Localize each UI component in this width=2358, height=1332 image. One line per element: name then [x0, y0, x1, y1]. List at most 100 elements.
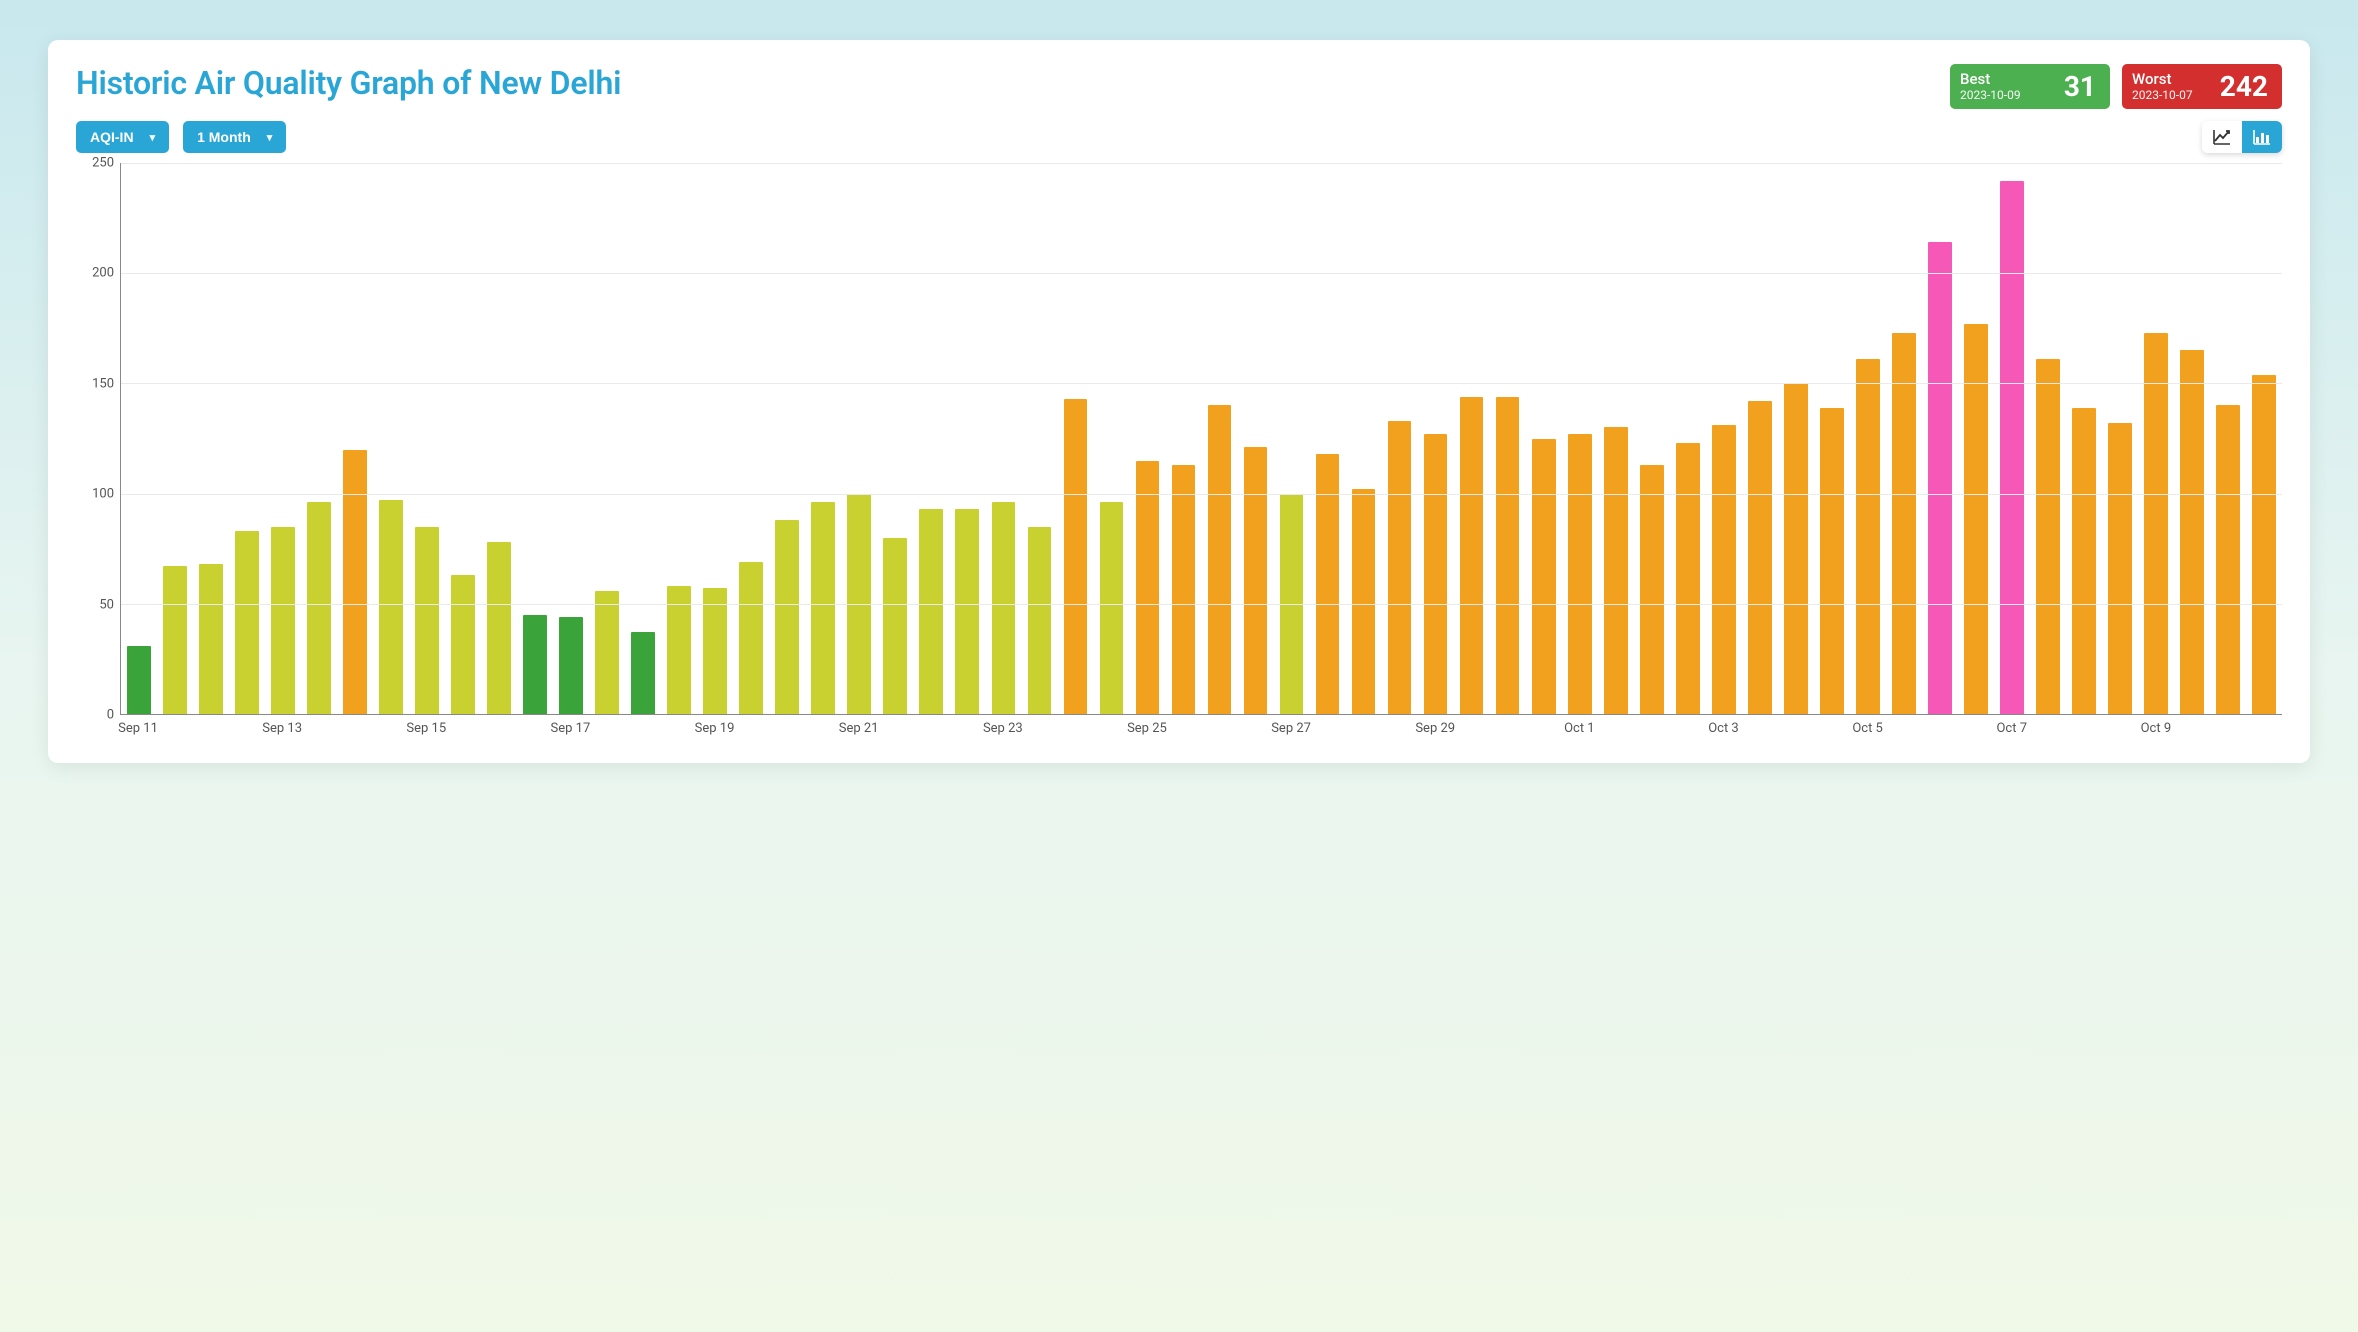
bar-slot	[1598, 163, 1634, 714]
bar[interactable]	[1424, 434, 1448, 714]
bar-slot	[1165, 163, 1201, 714]
bar[interactable]	[1892, 333, 1916, 714]
bar[interactable]	[2216, 405, 2240, 714]
bar[interactable]	[451, 575, 475, 714]
best-label: Best	[1960, 70, 2021, 88]
bar[interactable]	[163, 566, 187, 714]
bar-slot	[841, 163, 877, 714]
bar[interactable]	[775, 520, 799, 714]
bar[interactable]	[199, 564, 223, 714]
bar[interactable]	[2072, 408, 2096, 714]
bar[interactable]	[1460, 397, 1484, 714]
bar[interactable]	[1712, 425, 1736, 714]
plot-area	[120, 163, 2282, 715]
bar[interactable]	[955, 509, 979, 714]
bar[interactable]	[2108, 423, 2132, 714]
bar[interactable]	[1172, 465, 1196, 714]
bar[interactable]	[1568, 434, 1592, 714]
bar[interactable]	[2252, 375, 2276, 714]
bar[interactable]	[559, 617, 583, 714]
bar[interactable]	[523, 615, 547, 714]
bar[interactable]	[2000, 181, 2024, 714]
y-axis: 050100150200250	[76, 163, 120, 715]
metric-select[interactable]: AQI-IN ▾	[76, 121, 169, 153]
bar-slot	[409, 163, 445, 714]
view-toggle	[2202, 121, 2282, 153]
y-tick-label: 50	[99, 597, 114, 612]
bar[interactable]	[1064, 399, 1088, 714]
bar[interactable]	[2144, 333, 2168, 714]
line-chart-toggle[interactable]	[2202, 121, 2242, 153]
chevron-down-icon: ▾	[150, 131, 156, 144]
bar-slot	[1310, 163, 1346, 714]
bar[interactable]	[992, 502, 1016, 714]
bar[interactable]	[1676, 443, 1700, 714]
bars-container	[121, 163, 2282, 714]
x-tick-label: Sep 25	[1127, 721, 1167, 736]
bar[interactable]	[1856, 359, 1880, 714]
bar[interactable]	[1244, 447, 1268, 714]
y-tick-label: 150	[92, 376, 114, 391]
bar-chart-icon	[2252, 128, 2272, 146]
bar[interactable]	[1640, 465, 1664, 714]
bar-slot	[121, 163, 157, 714]
bar[interactable]	[631, 632, 655, 714]
bar[interactable]	[1784, 383, 1808, 714]
grid-line	[121, 383, 2282, 384]
x-tick-label: Oct 5	[1852, 721, 1883, 736]
bar-slot	[2246, 163, 2282, 714]
bar[interactable]	[2036, 359, 2060, 714]
bar[interactable]	[415, 527, 439, 714]
bar-slot	[2210, 163, 2246, 714]
bar-slot	[697, 163, 733, 714]
bar[interactable]	[1388, 421, 1412, 714]
bar[interactable]	[487, 542, 511, 714]
bar[interactable]	[379, 500, 403, 714]
bar-slot	[1742, 163, 1778, 714]
bar[interactable]	[1748, 401, 1772, 714]
bar[interactable]	[1496, 397, 1520, 714]
bar-slot	[589, 163, 625, 714]
x-tick-label: Oct 3	[1708, 721, 1739, 736]
x-tick-label: Sep 29	[1415, 721, 1455, 736]
chevron-down-icon: ▾	[267, 131, 273, 144]
x-tick-label: Sep 19	[695, 721, 735, 736]
bar[interactable]	[1208, 405, 1232, 714]
x-tick-label: Sep 15	[406, 721, 446, 736]
bar[interactable]	[343, 450, 367, 714]
bar-slot	[1562, 163, 1598, 714]
best-date: 2023-10-09	[1960, 88, 2021, 102]
bar[interactable]	[1604, 427, 1628, 714]
bar[interactable]	[1136, 461, 1160, 714]
bar[interactable]	[595, 591, 619, 714]
header-row: Historic Air Quality Graph of New Delhi …	[76, 64, 2282, 109]
worst-date: 2023-10-07	[2132, 88, 2193, 102]
worst-badge: Worst 2023-10-07 242	[2122, 64, 2282, 109]
bar-chart-toggle[interactable]	[2242, 121, 2282, 153]
bar[interactable]	[127, 646, 151, 714]
bar-slot	[1670, 163, 1706, 714]
range-select[interactable]: 1 Month ▾	[183, 121, 286, 153]
bar-slot	[1382, 163, 1418, 714]
bar[interactable]	[811, 502, 835, 714]
bar[interactable]	[739, 562, 763, 714]
bar-slot	[985, 163, 1021, 714]
x-tick-label: Sep 27	[1271, 721, 1311, 736]
bar[interactable]	[235, 531, 259, 714]
bar[interactable]	[667, 586, 691, 714]
bar[interactable]	[1928, 242, 1952, 714]
bar[interactable]	[307, 502, 331, 714]
bar[interactable]	[1532, 439, 1556, 715]
bar[interactable]	[271, 527, 295, 714]
bar[interactable]	[883, 538, 907, 714]
bar[interactable]	[703, 588, 727, 714]
bar[interactable]	[1352, 489, 1376, 714]
bar-slot	[1814, 163, 1850, 714]
bar-slot	[1706, 163, 1742, 714]
bar[interactable]	[1028, 527, 1052, 714]
x-tick-label: Sep 11	[118, 721, 158, 736]
bar[interactable]	[919, 509, 943, 714]
bar[interactable]	[2180, 350, 2204, 714]
bar[interactable]	[1100, 502, 1124, 714]
bar[interactable]	[1820, 408, 1844, 714]
